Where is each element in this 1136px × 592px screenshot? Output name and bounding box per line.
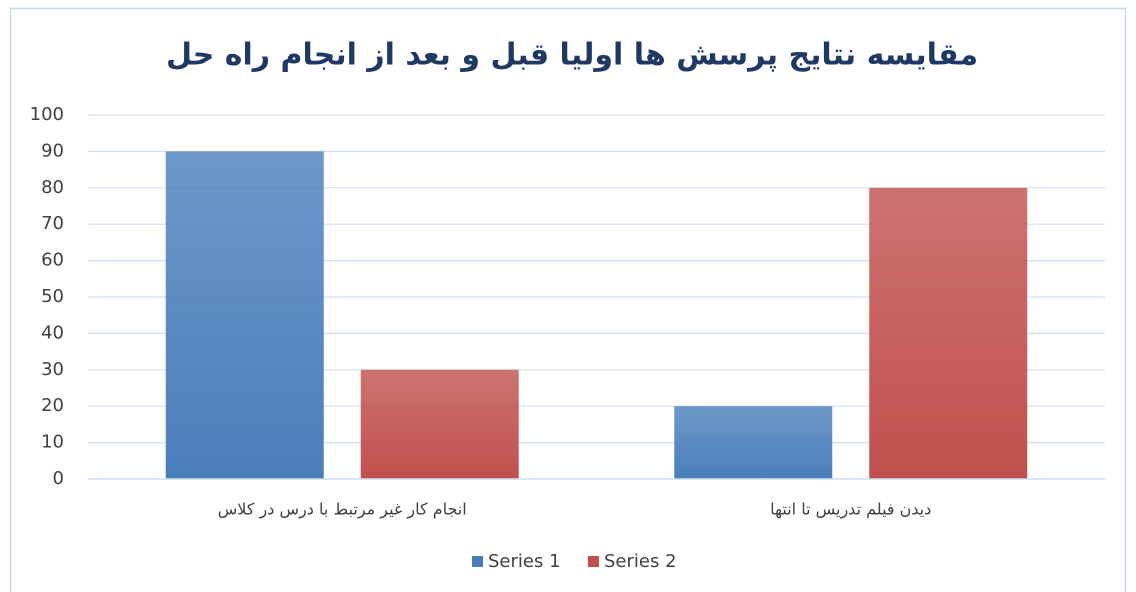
x-tick-label: دیدن فیلم تدریس تا انتها [770, 500, 931, 520]
legend-label: Series 2 [604, 551, 677, 572]
bar [360, 369, 519, 479]
y-tick-label: 10 [41, 432, 64, 453]
legend-swatch [588, 556, 599, 567]
y-tick-label: 20 [41, 395, 64, 416]
legend-swatch [472, 556, 483, 567]
bar [165, 151, 324, 479]
y-tick-label: 60 [41, 250, 64, 271]
y-tick-label: 100 [30, 104, 64, 125]
bar [674, 406, 833, 479]
bar [869, 187, 1028, 480]
y-tick-label: 80 [41, 177, 64, 198]
chart-title: مقایسه نتایج پرسش ها اولیا قبل و بعد از … [166, 38, 978, 73]
y-tick-label: 0 [53, 468, 64, 489]
legend-label: Series 1 [488, 551, 561, 572]
y-tick-label: 90 [41, 140, 64, 161]
y-tick-label: 40 [41, 322, 64, 343]
y-tick-label: 30 [41, 359, 64, 380]
x-tick-label: انجام کار غیر مرتبط با درس در کلاس [218, 500, 467, 520]
y-tick-label: 50 [41, 286, 64, 307]
y-tick-label: 70 [41, 213, 64, 234]
